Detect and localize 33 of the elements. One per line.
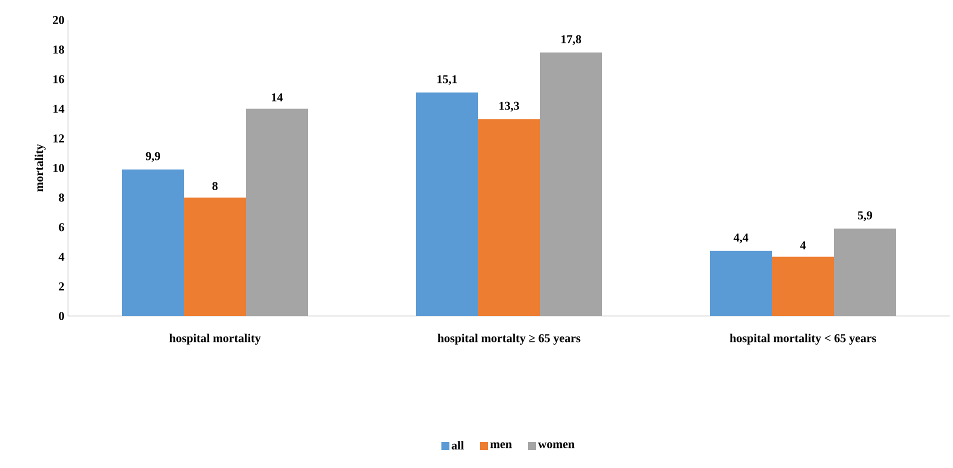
legend-label: men: [490, 442, 512, 448]
x-tick-label: hospital mortality < 65 years: [730, 334, 876, 345]
y-tick-label: 18: [53, 46, 64, 54]
data-label: 13,3: [499, 102, 520, 112]
bar: [772, 256, 834, 316]
data-label: 4,4: [734, 234, 748, 244]
y-tick-label: 6: [58, 223, 64, 232]
y-tick-label: 20: [52, 16, 64, 24]
y-tick-label: 14: [53, 104, 64, 113]
data-label: 15,1: [437, 75, 457, 85]
y-tick-label: 4: [58, 252, 64, 261]
x-tick-label: hospital mortality: [169, 334, 261, 345]
y-tick-label: 0: [58, 312, 64, 320]
data-label: 4: [800, 241, 806, 250]
bar: [122, 169, 184, 316]
legend-label: women: [538, 442, 574, 448]
y-tick-label: 8: [58, 194, 64, 202]
y-tick-label: 12: [53, 134, 64, 142]
bar: [184, 198, 246, 316]
y-tick-label: 16: [53, 75, 64, 84]
data-label: 9,9: [146, 152, 160, 162]
data-label: 17,8: [561, 35, 582, 46]
y-axis-title: mortality: [34, 144, 46, 192]
y-tick-label: 2: [58, 282, 64, 290]
bar: [710, 250, 772, 316]
data-label: 8: [212, 182, 218, 190]
data-label: 5,9: [858, 211, 872, 222]
bar: [416, 92, 478, 316]
legend-label: all: [452, 441, 464, 450]
y-tick-label: 10: [53, 164, 64, 172]
bar: [478, 119, 540, 316]
data-label: 14: [272, 93, 283, 102]
x-tick-label: hospital mortalty ≥ 65 years: [438, 334, 580, 345]
